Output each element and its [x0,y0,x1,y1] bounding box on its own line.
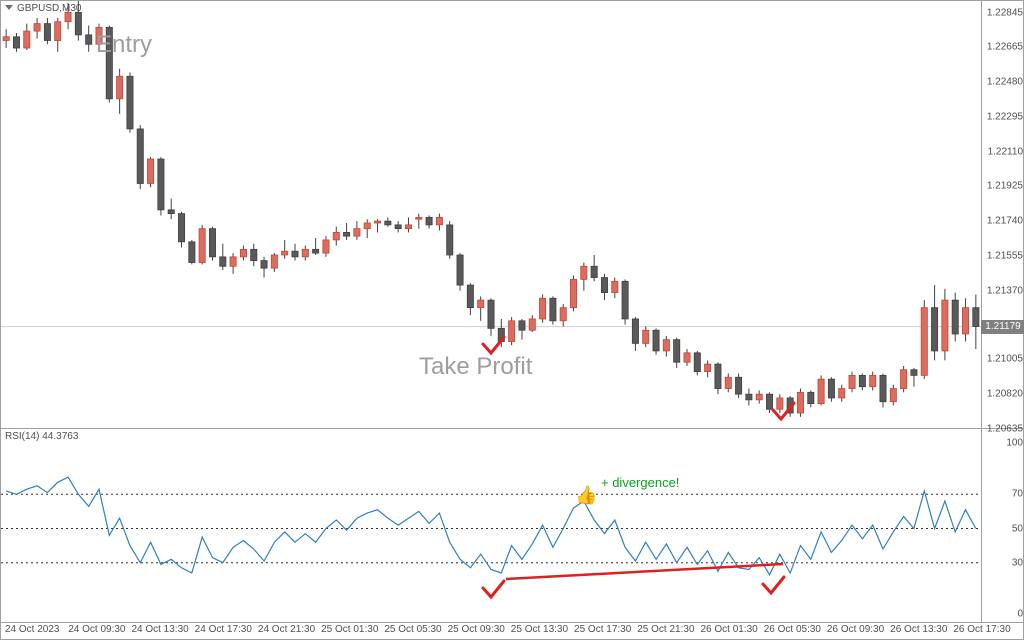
rsi-ytick: 100 [1006,438,1023,449]
xaxis-tick: 26 Oct 05:30 [764,624,821,635]
rsi-ytick: 0 [1017,609,1023,620]
xaxis-tick: 26 Oct 13:30 [890,624,947,635]
symbol-label: GBPUSD,M30 [17,3,81,14]
xaxis-tick: 25 Oct 09:30 [448,624,505,635]
xaxis-tick: 24 Oct 13:30 [131,624,188,635]
last-price-badge: 1.21179 [981,320,1024,334]
rsi-yaxis: 100 70 50 30 0 [981,429,1024,622]
price-ytick: 1.20820 [987,389,1023,400]
rsi-svg [1,429,981,622]
chart-container: GBPUSD,M30 Entry Take Profit 1.228451.22… [0,0,1024,640]
price-ytick: 1.21005 [987,354,1023,365]
rsi-panel[interactable]: RSI(14) 44.3763 + divergence! 👍 100 70 50 3… [1,429,1024,622]
xaxis-tick: 25 Oct 21:30 [637,624,694,635]
price-panel[interactable]: GBPUSD,M30 Entry Take Profit 1.228451.22… [1,1,1024,429]
xaxis-tick: 24 Oct 21:30 [258,624,315,635]
xaxis-tick: 24 Oct 09:30 [68,624,125,635]
symbol-dropdown-icon[interactable] [5,5,13,10]
xaxis-tick: 25 Oct 13:30 [511,624,568,635]
xaxis-tick: 26 Oct 17:30 [953,624,1010,635]
xaxis-tick: 26 Oct 01:30 [700,624,757,635]
price-ytick: 1.21555 [987,250,1023,261]
xaxis-panel: 24 Oct 2023 24 Oct 09:30 24 Oct 13:30 24 Oc… [1,622,1024,640]
rsi-plot-area[interactable]: RSI(14) 44.3763 + divergence! 👍 [1,429,981,622]
price-yaxis: 1.22845 1.22665 1.22480 1.22295 1.22110 1.219… [981,1,1024,428]
price-svg [1,1,981,429]
price-ytick: 1.22480 [987,76,1023,87]
xaxis-tick: 25 Oct 05:30 [384,624,441,635]
xaxis-tick: 26 Oct 09:30 [827,624,884,635]
rsi-ytick: 30 [1012,557,1023,568]
price-ytick: 1.22110 [988,146,1023,157]
price-ytick: 1.21370 [987,285,1023,296]
price-ytick: 1.22845 [987,8,1023,19]
xaxis-tick: 25 Oct 17:30 [574,624,631,635]
xaxis-tick: 24 Oct 2023 [5,624,59,635]
rsi-label: RSI(14) 44.3763 [5,431,78,442]
price-plot-area[interactable]: GBPUSD,M30 Entry Take Profit [1,1,981,428]
price-ytick: 1.22295 [987,111,1023,122]
rsi-ytick: 50 [1012,523,1023,534]
price-ytick: 1.22665 [987,42,1023,53]
price-ytick: 1.21925 [987,181,1023,192]
xaxis-tick: 24 Oct 17:30 [195,624,252,635]
rsi-ytick: 70 [1012,489,1023,500]
xaxis-tick: 25 Oct 01:30 [321,624,378,635]
price-ytick: 1.21740 [987,216,1023,227]
